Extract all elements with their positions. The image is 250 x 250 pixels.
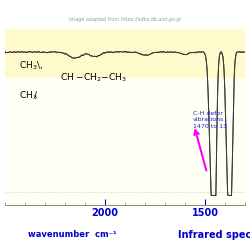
- Bar: [5, 30, 245, 78]
- Text: CH$_3\!\!/$: CH$_3\!\!/$: [20, 90, 39, 102]
- Text: CH $-$CH$_2$$-$CH$_3$: CH $-$CH$_2$$-$CH$_3$: [60, 72, 127, 85]
- Text: wavenumber  cm⁻¹: wavenumber cm⁻¹: [28, 230, 117, 239]
- Text: C-H defor
vibrations
1470 to 13: C-H defor vibrations 1470 to 13: [193, 111, 227, 128]
- Text: CH$_3$\,: CH$_3$\,: [20, 59, 44, 72]
- Bar: [5, 78, 245, 200]
- Text: Infrared spectr: Infrared spectr: [178, 230, 250, 240]
- Title: Image adapted from https://sdbs.db.aist.go.jp: Image adapted from https://sdbs.db.aist.…: [69, 17, 181, 22]
